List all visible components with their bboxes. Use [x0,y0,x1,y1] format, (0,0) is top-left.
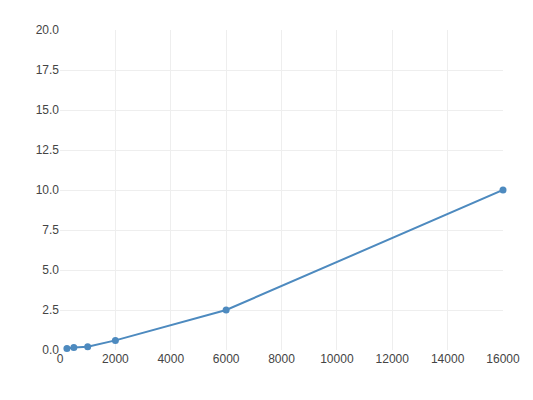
svg-text:2000: 2000 [102,352,129,366]
svg-text:10.0: 10.0 [36,183,60,197]
svg-text:20.0: 20.0 [36,23,60,37]
svg-text:2.5: 2.5 [42,303,59,317]
svg-text:10000: 10000 [320,352,354,366]
svg-text:7.5: 7.5 [42,223,59,237]
svg-text:14000: 14000 [431,352,465,366]
svg-text:17.5: 17.5 [36,63,60,77]
svg-text:8000: 8000 [268,352,295,366]
svg-text:12.5: 12.5 [36,143,60,157]
svg-text:15.0: 15.0 [36,103,60,117]
svg-text:0.0: 0.0 [42,343,59,357]
svg-text:4000: 4000 [157,352,184,366]
svg-text:0: 0 [57,352,64,366]
svg-text:16000: 16000 [486,352,520,366]
svg-text:5.0: 5.0 [42,263,59,277]
svg-text:6000: 6000 [213,352,240,366]
svg-text:12000: 12000 [376,352,410,366]
